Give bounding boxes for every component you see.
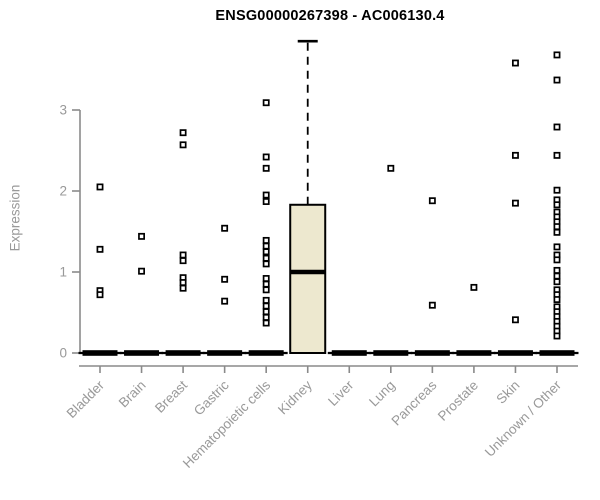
outlier-point bbox=[553, 243, 561, 251]
outlier-point bbox=[179, 284, 187, 292]
outlier-point bbox=[553, 332, 561, 340]
outlier-point bbox=[262, 286, 270, 294]
outlier-point bbox=[179, 279, 187, 286]
y-tick-label: 1 bbox=[59, 265, 67, 280]
outlier-point bbox=[262, 242, 270, 250]
outlier-point bbox=[511, 199, 519, 207]
outlier-point bbox=[262, 198, 270, 205]
outlier-point bbox=[96, 245, 104, 253]
outlier-point bbox=[262, 280, 270, 288]
outlier-point bbox=[179, 141, 187, 149]
zero-bar bbox=[373, 350, 409, 356]
outlier-point bbox=[138, 232, 145, 240]
box-kidney bbox=[289, 203, 327, 354]
y-tick-label: 2 bbox=[59, 184, 67, 199]
outlier-point bbox=[428, 301, 436, 309]
x-category-label: Unknown / Other bbox=[482, 377, 565, 460]
outlier-point bbox=[553, 123, 561, 131]
outlier-point bbox=[96, 291, 104, 299]
outlier-point bbox=[511, 151, 519, 159]
outlier-point bbox=[262, 164, 270, 172]
outlier-point bbox=[179, 251, 187, 259]
outlier-point bbox=[262, 254, 270, 262]
outlier-point bbox=[553, 151, 561, 159]
outlier-point bbox=[553, 296, 561, 303]
zero-bar bbox=[456, 350, 492, 356]
outlier-point bbox=[262, 191, 270, 199]
outlier-point bbox=[553, 266, 561, 274]
zero-bar bbox=[165, 350, 201, 356]
outlier-point bbox=[387, 164, 395, 172]
outlier-point bbox=[96, 183, 104, 191]
outlier-point bbox=[553, 228, 561, 236]
zero-bar bbox=[331, 350, 367, 356]
outlier-point bbox=[470, 283, 478, 291]
zero-bar bbox=[248, 350, 284, 356]
outlier-point bbox=[511, 316, 519, 324]
outlier-point bbox=[179, 257, 187, 265]
outlier-point bbox=[262, 248, 270, 256]
zero-bar bbox=[82, 350, 118, 356]
x-category-label: Breast bbox=[152, 377, 190, 415]
outlier-point bbox=[262, 319, 270, 327]
outlier-point bbox=[262, 153, 270, 161]
y-tick-label: 3 bbox=[59, 103, 67, 118]
x-category-label: Brain bbox=[116, 378, 149, 411]
outlier-point bbox=[221, 224, 229, 232]
outlier-point bbox=[221, 297, 229, 305]
zero-bar bbox=[497, 350, 533, 356]
outlier-point bbox=[262, 308, 270, 316]
x-category-label: Lung bbox=[366, 378, 398, 410]
outlier-point bbox=[262, 296, 270, 304]
outlier-point bbox=[511, 59, 519, 67]
outlier-point bbox=[262, 302, 270, 310]
outlier-point bbox=[179, 129, 187, 137]
outlier-point bbox=[553, 278, 561, 286]
x-category-label: Liver bbox=[325, 377, 357, 409]
x-category-label: Bladder bbox=[64, 377, 108, 421]
outlier-point bbox=[138, 267, 145, 275]
outlier-point bbox=[428, 197, 436, 205]
outlier-point bbox=[553, 272, 561, 280]
x-category-label: Skin bbox=[493, 378, 522, 407]
x-category-label: Pancreas bbox=[389, 377, 440, 428]
outlier-point bbox=[262, 99, 270, 107]
zero-bar bbox=[124, 350, 160, 356]
outlier-point bbox=[553, 201, 561, 209]
outlier-point bbox=[262, 260, 270, 268]
outlier-point bbox=[553, 256, 561, 264]
zero-bar bbox=[539, 350, 575, 356]
outlier-point bbox=[553, 186, 561, 194]
outlier-point bbox=[221, 275, 229, 283]
outlier-point bbox=[262, 236, 270, 244]
x-category-label: Gastric bbox=[191, 377, 232, 418]
x-category-label: Kidney bbox=[275, 377, 315, 417]
outlier-point bbox=[262, 275, 270, 282]
zero-bar bbox=[414, 350, 450, 356]
outlier-point bbox=[553, 51, 561, 59]
outlier-point bbox=[553, 76, 561, 84]
chart-title: ENSG00000267398 - AC006130.4 bbox=[215, 8, 445, 24]
zero-bar bbox=[207, 350, 243, 356]
y-tick-label: 0 bbox=[59, 346, 67, 361]
outlier-point bbox=[553, 223, 561, 231]
outlier-point bbox=[262, 313, 270, 321]
x-category-label: Prostate bbox=[435, 378, 481, 424]
